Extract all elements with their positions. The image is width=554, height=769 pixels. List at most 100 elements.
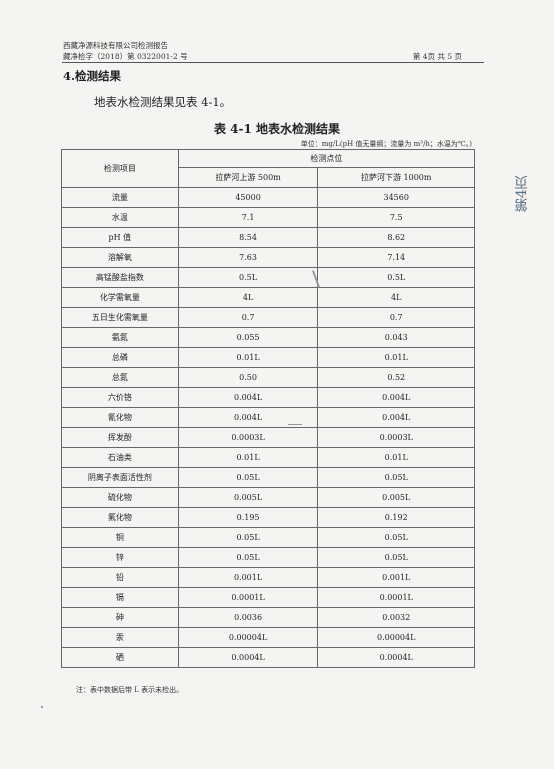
cell-item: 镉 [61,587,179,608]
table-subheader-row: 拉萨河上游 500m 拉萨河下游 1000m [62,167,475,188]
table-row: 高锰酸盐指数 0.5L 0.5L [61,267,475,288]
table-row: 总氮 0.50 0.52 [61,367,475,388]
cell-downstream: 0.52 [317,367,475,388]
table-row: 石油类 0.01L 0.01L [61,447,475,468]
cell-downstream: 0.5L [317,267,475,288]
table-row: 水温 7.1 7.5 [61,207,475,228]
table-row: 阴离子表面活性剂 0.05L 0.05L [61,467,475,488]
cell-upstream: 0.0004L [177,647,319,668]
cell-downstream: 0.004L [317,387,475,408]
company-name: 西藏净源科技有限公司检测报告 [63,41,168,50]
cell-downstream: 0.0032 [317,607,475,628]
cell-item: 砷 [61,607,179,628]
cell-upstream: 7.63 [177,247,319,268]
table-row: 五日生化需氧量 0.7 0.7 [61,307,475,328]
cell-downstream: 0.05L [317,547,475,568]
cell-upstream: 0.5L [177,267,319,288]
header-item: 检测项目 [61,149,179,188]
section-title: 4.检测结果 [63,69,122,83]
cell-item: 五日生化需氧量 [61,307,179,328]
cell-downstream: 0.00004L [317,627,475,648]
cell-upstream: 0.50 [177,367,319,388]
cell-downstream: 0.004L [317,407,475,428]
cell-downstream: 8.62 [317,227,475,248]
header-upstream: 拉萨河上游 500m [177,167,319,188]
cell-downstream: 0.0003L [317,427,475,448]
scan-speck [288,424,302,425]
cell-upstream: 0.05L [177,527,319,548]
cell-downstream: 7.5 [317,207,475,228]
cell-item: 铜 [61,527,179,548]
cell-item: 铅 [61,567,179,588]
cell-upstream: 0.195 [177,507,319,528]
table-row: 总磷 0.01L 0.01L [61,347,475,368]
results-table: 检测项目 检测点位 拉萨河上游 500m 拉萨河下游 1000m 流量 45000… [61,149,476,668]
cell-downstream: 0.005L [317,487,475,508]
cell-item: 石油类 [61,447,179,468]
unit-note: 单位：mg/L(pH 值无量纲；流量为 m³/h；水温为℃。) [300,140,472,148]
cell-upstream: 0.0036 [177,607,319,628]
page-number: 第 4页 共 5 页 [412,52,462,61]
cell-upstream: 0.01L [177,347,319,368]
header-divider [62,62,484,63]
cell-item: 硫化物 [61,487,179,508]
cell-item: 挥发酚 [61,427,179,448]
cell-downstream: 0.05L [317,527,475,548]
table-row: 挥发酚 0.0003L 0.0003L [61,427,475,448]
table-row: 硒 0.0004L 0.0004L [61,647,475,668]
cell-downstream: 0.043 [317,327,475,348]
cell-downstream: 0.01L [317,347,475,368]
cell-downstream: 0.01L [317,447,475,468]
cell-downstream: 7.14 [317,247,475,268]
cell-upstream: 4L [177,287,319,308]
report-number: 藏净检字（2018）第 0322001-2 号 [63,52,188,61]
cell-downstream: 0.192 [317,507,475,528]
cell-downstream: 0.0004L [317,647,475,668]
cell-upstream: 0.05L [177,547,319,568]
cell-downstream: 4L [317,287,475,308]
table-row: pH 值 8.54 8.62 [61,227,475,248]
table-row: 锌 0.05L 0.05L [61,547,475,568]
cell-item: 水温 [61,207,179,228]
cell-upstream: 0.055 [177,327,319,348]
cell-downstream: 0.0001L [317,587,475,608]
table-row: 氨氮 0.055 0.043 [61,327,475,348]
cell-item: 六价铬 [61,387,179,408]
table-row: 氟化物 0.195 0.192 [61,507,475,528]
table-title: 表 4-1 地表水检测结果 [213,122,341,136]
scan-speck [41,706,43,708]
table-row: 砷 0.0036 0.0032 [61,607,475,628]
table-row: 溶解氧 7.63 7.14 [61,247,475,268]
cell-item: 阴离子表面活性剂 [61,467,179,488]
cell-item: 溶解氧 [61,247,179,268]
cell-item: 汞 [61,627,179,648]
cell-item: 化学需氧量 [61,287,179,308]
cell-upstream: 0.00004L [177,627,319,648]
table-row: 铜 0.05L 0.05L [61,527,475,548]
table-row: 流量 45000 34560 [61,187,475,208]
cell-item: 氟化物 [61,507,179,528]
cell-item: 流量 [61,187,179,208]
table-row: 氰化物 0.004L 0.004L [61,407,475,428]
table-row: 汞 0.00004L 0.00004L [61,627,475,648]
table-row: 镉 0.0001L 0.0001L [61,587,475,608]
header-downstream: 拉萨河下游 1000m [317,167,475,188]
cell-downstream: 0.001L [317,567,475,588]
cell-upstream: 8.54 [177,227,319,248]
cell-item: 氨氮 [61,327,179,348]
cell-item: pH 值 [61,227,179,248]
cell-item: 总氮 [61,367,179,388]
cell-downstream: 34560 [317,187,475,208]
cell-upstream: 0.05L [177,467,319,488]
cell-upstream: 7.1 [177,207,319,228]
section-intro: 地表水检测结果见表 4-1。 [94,95,232,109]
page-header: 西藏净源科技有限公司检测报告 藏净检字（2018）第 0322001-2 号 [63,40,188,62]
cell-upstream: 0.001L [177,567,319,588]
cell-item: 氰化物 [61,407,179,428]
cell-upstream: 0.004L [177,387,319,408]
cell-downstream: 0.05L [317,467,475,488]
cell-upstream: 0.7 [177,307,319,328]
side-stamp: 第4页 [514,175,530,212]
cell-upstream: 45000 [177,187,319,208]
table-footnote: 注：表中数据后带 L 表示未检出。 [76,686,184,694]
